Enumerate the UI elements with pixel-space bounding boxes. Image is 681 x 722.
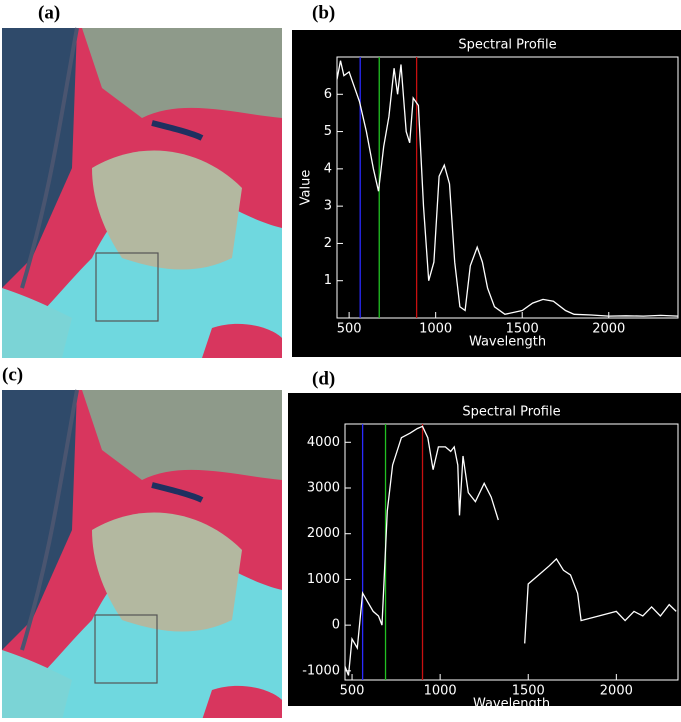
- y-tick-label: 2: [324, 236, 332, 251]
- y-tick-label: 1: [324, 273, 332, 288]
- x-tick-label: 2000: [592, 322, 625, 337]
- chart-title: Spectral Profile: [458, 38, 556, 53]
- x-axis-label: Wavelength: [473, 697, 550, 712]
- image-a: [2, 28, 282, 358]
- plot-frame: [344, 423, 679, 681]
- y-tick-label: 4000: [307, 435, 340, 450]
- roi-box: [95, 252, 159, 322]
- y-tick-label: 4: [324, 161, 332, 176]
- plot-background: [288, 393, 681, 706]
- plot-frame: [336, 56, 679, 319]
- y-tick-label: 3000: [307, 481, 340, 496]
- x-tick-label: 1000: [419, 322, 452, 337]
- panel-label: (b): [312, 2, 335, 23]
- x-tick-label: 1500: [512, 684, 545, 699]
- chart-title: Spectral Profile: [462, 405, 560, 420]
- roi-box: [94, 614, 158, 684]
- panel-label: (a): [38, 2, 60, 23]
- y-tick-label: 0: [332, 618, 340, 633]
- y-axis-label: Value: [299, 170, 314, 206]
- y-tick-label: 3: [324, 199, 332, 214]
- y-tick-label: 1000: [307, 572, 340, 587]
- image-c: [2, 390, 282, 718]
- spectral-line: [336, 60, 679, 317]
- y-tick-label: 2000: [307, 526, 340, 541]
- y-tick-label: -1000: [302, 663, 340, 678]
- plot-background: [292, 30, 681, 357]
- x-tick-label: 1500: [506, 322, 539, 337]
- spectral-line: [524, 557, 677, 644]
- x-tick-label: 500: [340, 684, 365, 699]
- spectral-line: [344, 425, 499, 676]
- y-tick-label: 5: [324, 124, 332, 139]
- x-tick-label: 2000: [600, 684, 633, 699]
- panel-label: (d): [312, 368, 335, 389]
- x-tick-label: 500: [337, 322, 362, 337]
- y-tick-label: 6: [324, 87, 332, 102]
- panel-label: (c): [2, 364, 23, 385]
- x-axis-label: Wavelength: [469, 335, 546, 350]
- x-tick-label: 1000: [424, 684, 457, 699]
